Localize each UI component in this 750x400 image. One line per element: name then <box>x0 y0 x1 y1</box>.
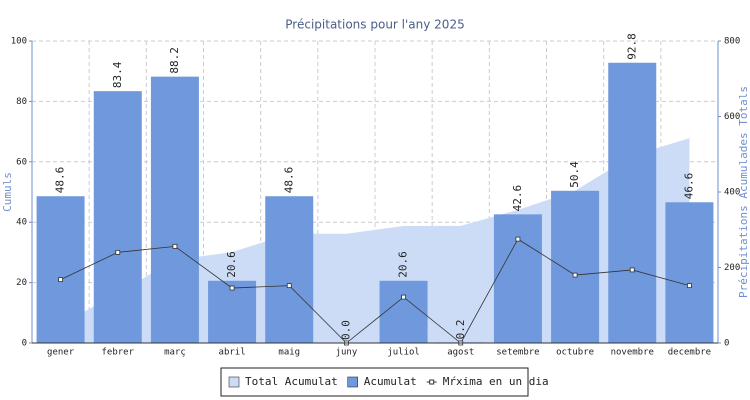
line <box>60 238 690 344</box>
y2-tick-label: 400 <box>724 188 740 198</box>
x-tick-label: decembre <box>668 348 711 358</box>
bar <box>36 196 85 343</box>
legend-label: Mŕxima en un dia <box>443 375 549 388</box>
y2-tick-label: 800 <box>724 37 740 47</box>
x-tick-label: maig <box>278 348 300 358</box>
marker <box>687 283 692 289</box>
bar <box>608 62 657 344</box>
bar <box>93 91 142 344</box>
y-axis-title: Cumuls <box>1 172 14 212</box>
y-tick-label: 0 <box>22 339 27 349</box>
x-tick-label: agost <box>447 348 474 358</box>
y-tick-label: 80 <box>16 97 27 107</box>
bar <box>379 280 428 343</box>
x-tick-label: setembre <box>496 348 539 358</box>
y2-tick-label: 200 <box>724 263 740 273</box>
y-tick-label: 60 <box>16 157 27 167</box>
x-tick-label: novembre <box>611 348 654 358</box>
x-tick-label: octubre <box>556 348 594 358</box>
x-tick-label: gener <box>47 348 75 358</box>
value-label: 20.6 <box>397 251 410 278</box>
x-tick-label: març <box>164 348 186 358</box>
value-label: 48.6 <box>282 167 295 194</box>
value-label: 46.6 <box>682 173 695 200</box>
legend-label: Acumulat <box>364 375 417 388</box>
value-label: 83.4 <box>111 61 124 88</box>
value-label: 92.8 <box>625 33 638 60</box>
x-tick-label: juny <box>336 348 358 358</box>
marker <box>229 285 235 291</box>
legend: Total Acumulat Acumulat Mŕxima en un dia <box>228 375 549 388</box>
bar <box>208 280 257 343</box>
y2-axis-title: Précipitations Acumulades Totals <box>737 86 750 298</box>
bar <box>265 196 314 343</box>
bar <box>150 76 199 344</box>
chart-title: Précipitations pour l'any 2025 <box>285 18 464 32</box>
value-label: 0.2 <box>454 320 467 340</box>
legend-swatch <box>228 376 240 388</box>
bar <box>493 214 542 343</box>
y-tick-label: 40 <box>16 218 27 228</box>
value-label: 20.6 <box>225 251 238 278</box>
marker <box>286 283 292 289</box>
value-label: 88.2 <box>168 47 181 74</box>
legend-swatch <box>347 376 359 388</box>
bar <box>665 202 714 343</box>
y2-tick-label: 600 <box>724 112 740 122</box>
marker <box>58 277 63 282</box>
marker <box>629 267 635 273</box>
legend-box <box>220 367 529 397</box>
value-label: 48.6 <box>54 167 67 194</box>
y-tick-label: 100 <box>11 37 27 47</box>
value-label: 50.4 <box>568 161 581 188</box>
y-tick-label: 20 <box>16 278 27 288</box>
bar <box>551 190 600 343</box>
legend-label: Total Acumulat <box>245 375 338 388</box>
x-tick-label: febrer <box>101 348 134 358</box>
y2-tick-label: 0 <box>724 339 729 349</box>
value-label: 0.0 <box>339 320 352 340</box>
x-tick-label: abril <box>219 348 246 358</box>
marker <box>572 272 578 278</box>
marker <box>172 243 178 249</box>
value-label: 42.6 <box>511 185 524 212</box>
marker <box>401 294 406 300</box>
marker <box>115 249 121 255</box>
x-tick-label: juliol <box>387 348 420 358</box>
marker <box>515 236 521 242</box>
legend-swatch <box>429 379 435 385</box>
